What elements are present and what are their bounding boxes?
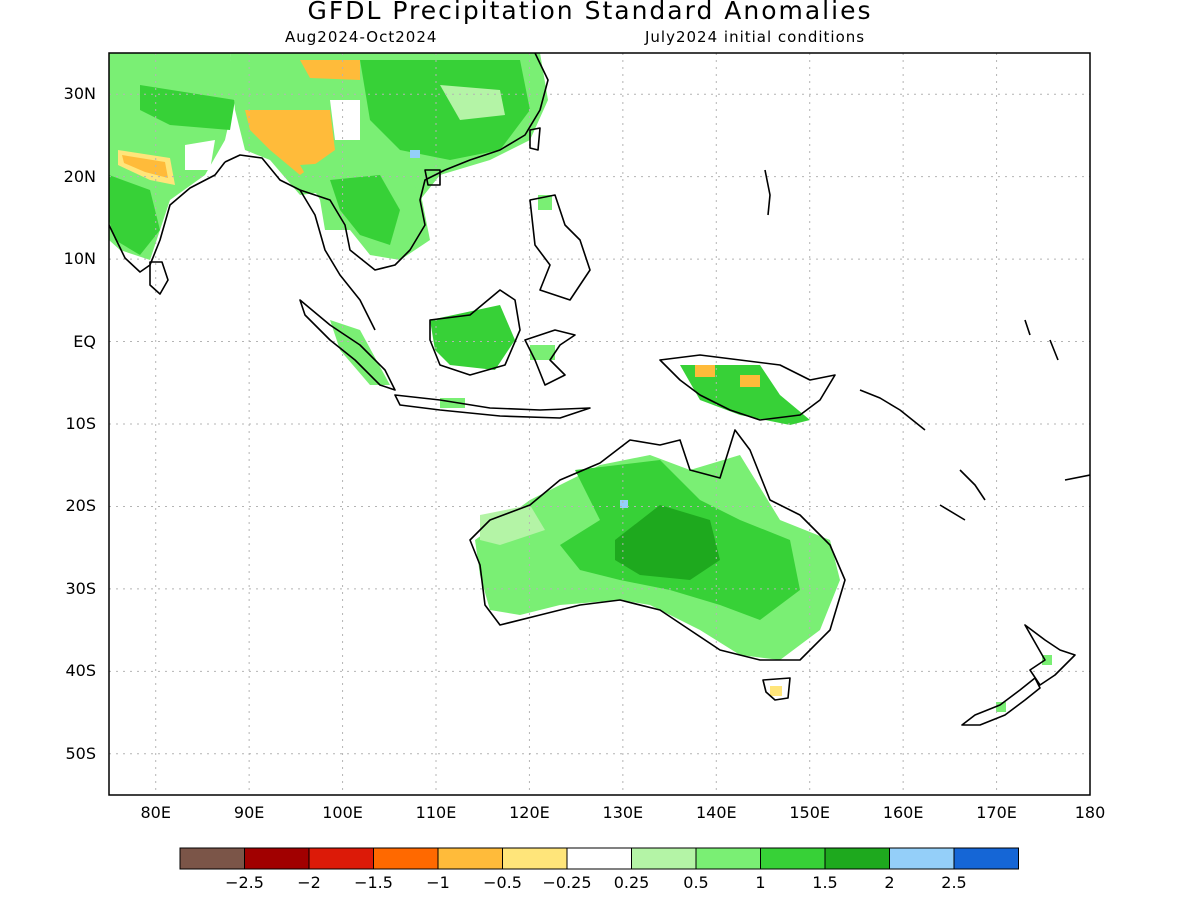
coastline-sri-lanka (149, 261, 169, 295)
longitude-label: 90E (233, 803, 265, 822)
anomaly-region-australia-wet (620, 500, 628, 508)
coastline-layer (109, 53, 1090, 726)
latitude-label: 20S (65, 496, 96, 516)
coastline-vanuatu-fiji (939, 469, 1090, 521)
latitude-label: 10S (65, 414, 96, 433)
colorbar-swatch (760, 847, 826, 870)
anomaly-region-new-guinea-dry (695, 365, 715, 377)
anomaly-region-indochina-strong (330, 175, 400, 245)
colorbar (179, 847, 1019, 870)
colorbar-label: −1 (426, 873, 450, 892)
anomaly-region-india-strong (109, 175, 160, 255)
latitude-label: 10N (63, 249, 96, 269)
colorbar-label: 0.25 (613, 873, 650, 892)
colorbar-swatch (502, 847, 568, 870)
latitude-label: 40S (65, 661, 96, 681)
colorbar-swatch (179, 847, 245, 870)
colorbar-swatch (308, 847, 374, 870)
longitude-label: 140E (695, 803, 737, 822)
anomaly-region-sulawesi (530, 345, 555, 360)
longitude-label: 180 (1074, 803, 1106, 822)
anomaly-region-china-strong (360, 60, 530, 160)
latitude-label: EQ (73, 331, 96, 351)
coastline-sumatra (299, 299, 396, 391)
anomaly-region-new-guinea-dry-east (740, 375, 760, 387)
coastline-hainan (424, 169, 441, 186)
colorbar-swatch (695, 847, 761, 870)
coastline-solomon-islands (859, 389, 926, 431)
anomaly-region-south-china-wet (410, 150, 420, 158)
anomaly-region-sumatra (330, 320, 390, 385)
latitude-label: 20N (63, 166, 96, 186)
coastline-india (109, 161, 226, 273)
initial-conditions: July2024 initial conditions (645, 28, 866, 46)
anomaly-region-tibet-dry-north (300, 60, 360, 80)
anomaly-region-australia-core (615, 505, 720, 580)
colorbar-swatch (889, 847, 955, 870)
anomaly-region-tasmania-dry (770, 686, 782, 696)
colorbar-label: 1.5 (812, 873, 838, 892)
coastline-new-zealand-south (961, 677, 1041, 726)
colorbar-label: −0.25 (542, 873, 592, 892)
anomaly-region-tibet-dry (245, 110, 335, 175)
latitude-label: 50S (65, 743, 96, 763)
forecast-period: Aug2024-Oct2024 (285, 28, 438, 46)
longitude-label: 80E (140, 803, 171, 822)
shading-layer (109, 53, 1052, 712)
latitude-label: 30S (65, 578, 96, 598)
coastline-philippines (529, 194, 591, 301)
colorbar-label: −2 (297, 873, 321, 892)
longitude-label: 120E (509, 803, 550, 822)
anomaly-region-borneo (430, 305, 515, 370)
longitude-label: 170E (976, 803, 1017, 822)
coastline-borneo (429, 289, 521, 376)
coastline-tasmania (762, 677, 791, 701)
anomaly-region-australia-neutral (480, 505, 545, 545)
anomaly-region-india-neutral (185, 140, 215, 170)
anomaly-region-new-zealand-north (1042, 655, 1052, 665)
anomaly-region-india-dry-core (122, 155, 168, 178)
colorbar-swatch (566, 847, 632, 870)
anomaly-region-india-north (140, 85, 235, 130)
coastline-south-china (444, 53, 549, 171)
coastline-taiwan (529, 127, 541, 151)
longitude-label: 130E (602, 803, 644, 822)
colorbar-label: −2.5 (225, 873, 264, 892)
colorbar-label: −0.5 (483, 873, 522, 892)
longitude-label: 110E (415, 803, 457, 822)
colorbar-swatch (373, 847, 439, 870)
map-title: GFDL Precipitation Standard Anomalies (307, 0, 873, 25)
colorbar-swatch (437, 847, 503, 870)
colorbar-label: 2 (884, 873, 895, 892)
colorbar-label: 0.5 (683, 873, 709, 892)
colorbar-swatch (824, 847, 890, 870)
coastline-sulawesi (524, 329, 576, 386)
map-frame (108, 52, 1091, 796)
anomaly-region-new-zealand (996, 702, 1006, 712)
coastline-australia (469, 429, 846, 661)
coastline-java (394, 394, 591, 419)
anomaly-region-new-guinea (680, 365, 810, 425)
coastline-new-zealand-north (1024, 624, 1076, 686)
longitude-label: 150E (789, 803, 831, 822)
anomaly-region-philippines (538, 195, 552, 210)
coastline-bay-of-bengal (224, 154, 376, 331)
colorbar-label: −1.5 (354, 873, 393, 892)
coastline-indochina (299, 169, 446, 271)
anomaly-region-tibet-neutral (330, 100, 360, 140)
coastline-new-guinea (659, 354, 836, 421)
graticule (109, 53, 1090, 795)
colorbar-swatch (244, 847, 310, 870)
longitude-label: 100E (322, 803, 363, 822)
coastline-micronesia (764, 169, 1059, 361)
latitude-label: 30N (63, 84, 96, 104)
colorbar-swatch (631, 847, 697, 870)
longitude-label: 160E (882, 803, 924, 822)
colorbar-swatch (953, 847, 1019, 870)
colorbar-label: 2.5 (941, 873, 967, 892)
colorbar-label: 1 (755, 873, 766, 892)
